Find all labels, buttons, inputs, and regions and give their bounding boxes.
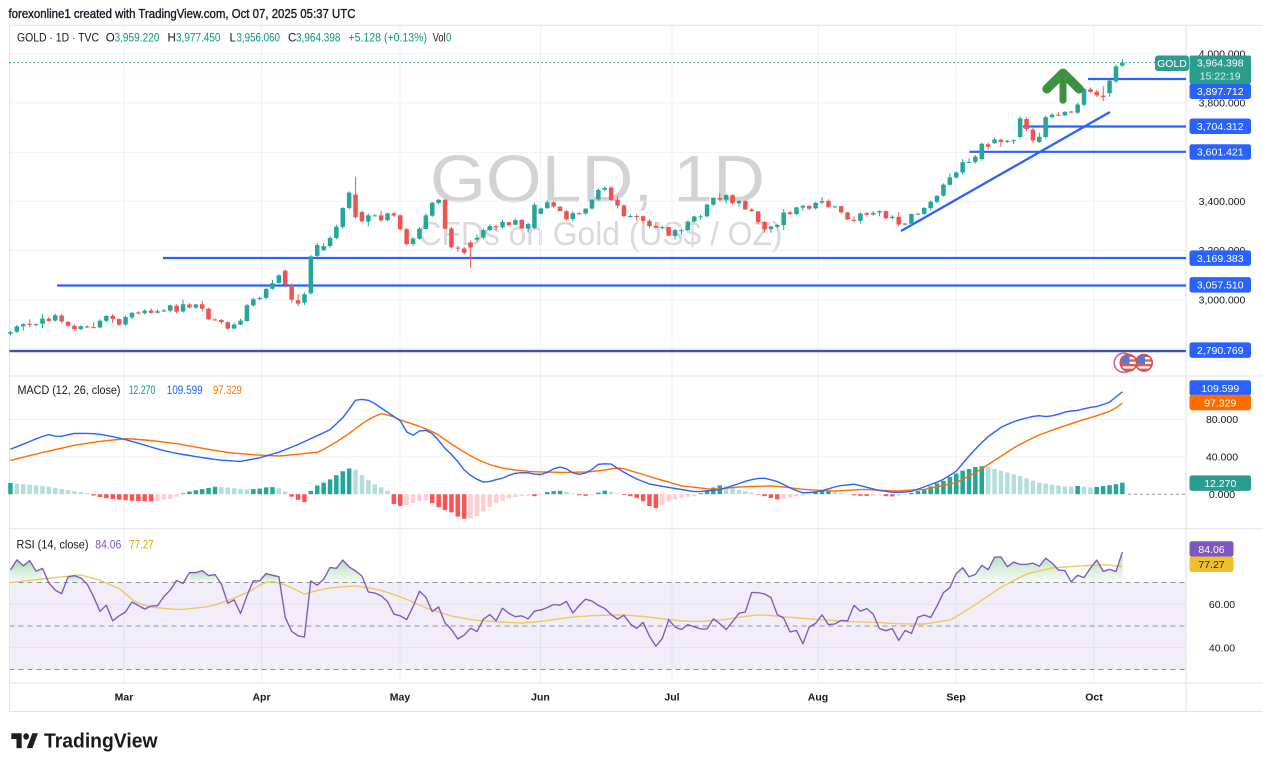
svg-text:3,169.383: 3,169.383 bbox=[1197, 253, 1244, 265]
svg-text:84.06: 84.06 bbox=[1198, 544, 1224, 556]
svg-text:15:22:19: 15:22:19 bbox=[1200, 70, 1241, 82]
svg-text:60.00: 60.00 bbox=[1209, 599, 1235, 611]
svg-text:40.000: 40.000 bbox=[1206, 451, 1238, 463]
svg-text:May: May bbox=[390, 692, 411, 704]
svg-text:TradingView: TradingView bbox=[44, 731, 158, 753]
svg-text:3,704.312: 3,704.312 bbox=[1197, 121, 1244, 133]
svg-text:3,057.510: 3,057.510 bbox=[1197, 280, 1244, 292]
svg-text:Sep: Sep bbox=[946, 692, 965, 704]
svg-text:3,601.421: 3,601.421 bbox=[1197, 147, 1244, 159]
svg-text:3,800.000: 3,800.000 bbox=[1199, 98, 1246, 110]
svg-text:Apr: Apr bbox=[252, 692, 270, 704]
svg-text:Jun: Jun bbox=[531, 692, 550, 704]
svg-text:77.27: 77.27 bbox=[1198, 559, 1224, 571]
svg-text:3,400.000: 3,400.000 bbox=[1199, 196, 1246, 208]
svg-text:3,000.000: 3,000.000 bbox=[1199, 294, 1246, 306]
svg-text:109.599: 109.599 bbox=[1201, 383, 1239, 395]
svg-text:GOLD, 1D: GOLD, 1D bbox=[430, 142, 765, 217]
svg-text:12.270: 12.270 bbox=[1204, 478, 1236, 490]
svg-text:80.000: 80.000 bbox=[1206, 414, 1238, 426]
svg-text:Aug: Aug bbox=[808, 692, 828, 704]
svg-text:3,964.398: 3,964.398 bbox=[1197, 58, 1244, 70]
svg-text:GOLD: GOLD bbox=[1157, 58, 1187, 70]
svg-text:forexonline1 created with Trad: forexonline1 created with TradingView.co… bbox=[9, 7, 356, 21]
svg-text:0.000: 0.000 bbox=[1209, 489, 1235, 501]
svg-text:3,897.712: 3,897.712 bbox=[1197, 86, 1244, 98]
svg-text:40.00: 40.00 bbox=[1209, 642, 1235, 654]
svg-text:CFDs on Gold (US$ / OZ): CFDs on Gold (US$ / OZ) bbox=[419, 215, 783, 252]
svg-text:Oct: Oct bbox=[1085, 692, 1103, 704]
svg-text:2,790.769: 2,790.769 bbox=[1197, 345, 1244, 357]
svg-text:Mar: Mar bbox=[115, 692, 134, 704]
svg-text:Jul: Jul bbox=[664, 692, 679, 704]
svg-text:97.329: 97.329 bbox=[1204, 397, 1236, 409]
